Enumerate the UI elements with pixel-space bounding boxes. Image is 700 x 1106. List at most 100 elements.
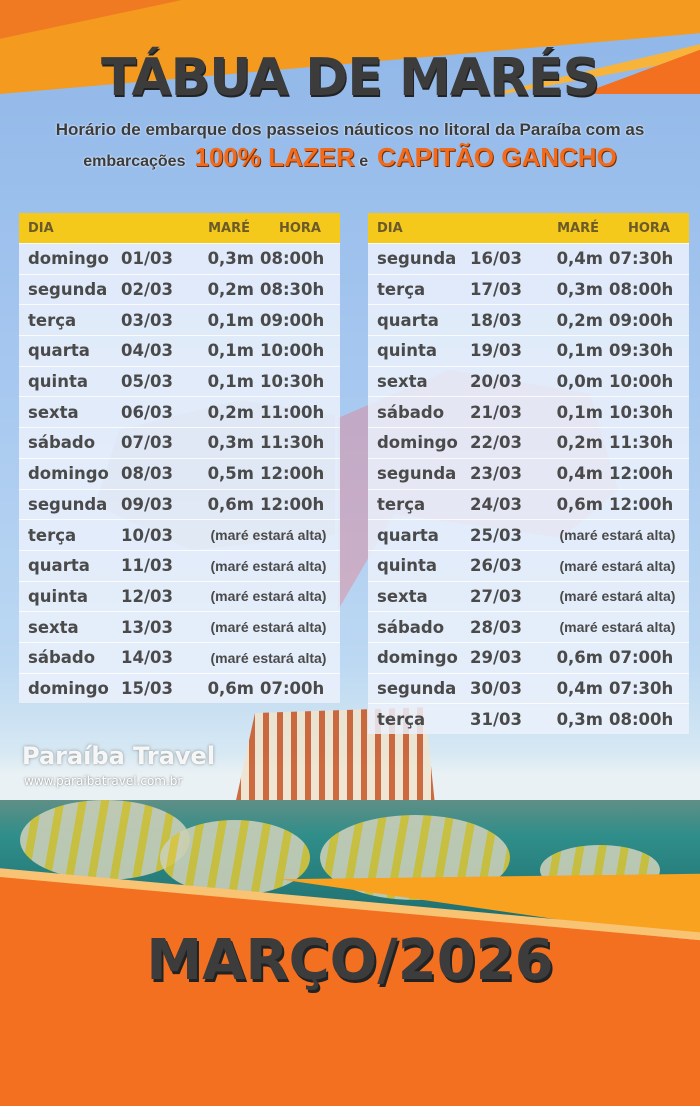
cell-time: 08:00h xyxy=(260,249,325,269)
cell-time: 11:00h xyxy=(260,402,325,422)
cell-day: sexta xyxy=(377,586,428,606)
col-tide: MARÉ xyxy=(208,220,250,236)
subtitle-prefix: embarcações xyxy=(83,153,186,170)
cell-day: quarta xyxy=(28,556,90,576)
cell-day: quinta xyxy=(377,341,437,361)
cell-tide: 0,6m xyxy=(207,494,254,514)
cell-tide: 0,1m xyxy=(207,310,254,330)
cell-note: (maré estará alta) xyxy=(559,557,676,574)
cell-time: 11:30h xyxy=(609,433,674,453)
cell-date: 14/03 xyxy=(121,648,173,668)
col-day: DIA xyxy=(28,220,54,236)
cell-day: sábado xyxy=(28,648,96,668)
table-row: quarta 04/03 0,1m 10:00h xyxy=(19,335,340,366)
table-row: segunda 16/03 0,4m 07:30h xyxy=(368,243,689,274)
cell-day: domingo xyxy=(28,464,109,484)
cell-tide: 0,1m xyxy=(556,402,603,422)
cell-date: 18/03 xyxy=(470,310,522,330)
cell-day: domingo xyxy=(377,648,458,668)
cell-time: 12:00h xyxy=(260,464,325,484)
cell-day: domingo xyxy=(28,678,109,698)
cell-date: 08/03 xyxy=(121,464,173,484)
cell-day: sábado xyxy=(377,617,445,637)
cell-date: 21/03 xyxy=(470,402,522,422)
table-row: terça 10/03 (maré estará alta) xyxy=(19,519,340,550)
col-day: DIA xyxy=(377,220,403,236)
cell-time: 11:30h xyxy=(260,433,325,453)
cell-day: terça xyxy=(377,280,426,300)
subtitle: Horário de embarque dos passeios náutico… xyxy=(55,120,645,139)
table-row: quinta 26/03 (maré estará alta) xyxy=(368,549,689,581)
table-row: terça 17/03 0,3m 08:00h xyxy=(368,273,689,305)
cell-tide: 0,4m xyxy=(556,678,603,698)
table-row: domingo 08/03 0,5m 12:00h xyxy=(19,457,340,489)
cell-tide: 0,4m xyxy=(556,464,603,484)
table-row: quinta 05/03 0,1m 10:30h xyxy=(19,365,340,397)
brand-capitao-gancho: CAPITÃO GANCHO xyxy=(377,142,617,172)
cell-time: 09:00h xyxy=(260,310,325,330)
table-row: quinta 19/03 0,1m 09:30h xyxy=(368,335,689,366)
watermark-url: www.paraibatravel.com.br xyxy=(24,774,183,788)
table-row: quarta 11/03 (maré estará alta) xyxy=(19,549,340,581)
cell-day: quinta xyxy=(28,586,88,606)
cell-note: (maré estará alta) xyxy=(210,527,327,544)
cell-day: domingo xyxy=(377,433,458,453)
cell-date: 02/03 xyxy=(121,280,173,300)
table-row: sexta 06/03 0,2m 11:00h xyxy=(19,396,340,427)
cell-date: 06/03 xyxy=(121,402,173,422)
cell-time: 07:30h xyxy=(609,678,674,698)
cell-day: sexta xyxy=(28,617,79,637)
cell-time: 12:00h xyxy=(609,464,674,484)
cell-note: (maré estará alta) xyxy=(210,588,327,605)
cell-date: 26/03 xyxy=(470,556,522,576)
cell-tide: 0,4m xyxy=(556,249,603,269)
cell-date: 12/03 xyxy=(121,586,173,606)
cell-note: (maré estará alta) xyxy=(210,557,327,574)
cell-day: sábado xyxy=(28,433,96,453)
cell-note: (maré estará alta) xyxy=(559,588,676,605)
cell-date: 25/03 xyxy=(470,525,522,545)
cell-day: segunda xyxy=(28,280,108,300)
cell-date: 23/03 xyxy=(470,464,522,484)
cell-tide: 0,6m xyxy=(207,678,254,698)
cell-date: 01/03 xyxy=(121,249,173,269)
subtitle-connector: e xyxy=(359,153,369,170)
table-row: sábado 28/03 (maré estará alta) xyxy=(368,611,689,642)
cell-tide: 0,3m xyxy=(207,249,254,269)
table-row: segunda 09/03 0,6m 12:00h xyxy=(19,488,340,520)
fish-image xyxy=(160,820,310,895)
table-row: segunda 23/03 0,4m 12:00h xyxy=(368,457,689,489)
cell-day: segunda xyxy=(377,249,457,269)
cell-date: 07/03 xyxy=(121,433,173,453)
table-row: sábado 07/03 0,3m 11:30h xyxy=(19,427,340,458)
table-row: domingo 15/03 0,6m 07:00h xyxy=(19,672,340,704)
table-row: sexta 13/03 (maré estará alta) xyxy=(19,611,340,642)
cell-day: segunda xyxy=(377,678,457,698)
cell-date: 31/03 xyxy=(470,709,522,729)
cell-time: 07:30h xyxy=(609,249,674,269)
cell-date: 27/03 xyxy=(470,586,522,606)
cell-date: 10/03 xyxy=(121,525,173,545)
cell-time: 09:30h xyxy=(609,341,674,361)
table-row: quarta 18/03 0,2m 09:00h xyxy=(368,304,689,335)
cell-date: 29/03 xyxy=(470,648,522,668)
col-time: HORA xyxy=(278,220,321,236)
brand-100-lazer: 100% LAZER xyxy=(194,142,355,172)
cell-date: 15/03 xyxy=(121,678,173,698)
cell-tide: 0,1m xyxy=(207,372,254,392)
cell-tide: 0,2m xyxy=(556,433,603,453)
cell-date: 19/03 xyxy=(470,341,522,361)
cell-day: segunda xyxy=(28,494,108,514)
table-header: DIA MARÉ HORA xyxy=(19,213,340,243)
cell-day: segunda xyxy=(377,464,457,484)
cell-day: terça xyxy=(28,310,77,330)
cell-day: terça xyxy=(28,525,77,545)
cell-time: 08:00h xyxy=(609,280,674,300)
cell-time: 07:00h xyxy=(609,648,674,668)
table-row: sábado 14/03 (maré estará alta) xyxy=(19,641,340,673)
table-row: quarta 25/03 (maré estará alta) xyxy=(368,519,689,550)
table-row: sexta 20/03 0,0m 10:00h xyxy=(368,365,689,397)
cell-date: 09/03 xyxy=(121,494,173,514)
cell-tide: 0,2m xyxy=(207,280,254,300)
cell-time: 12:00h xyxy=(609,494,674,514)
